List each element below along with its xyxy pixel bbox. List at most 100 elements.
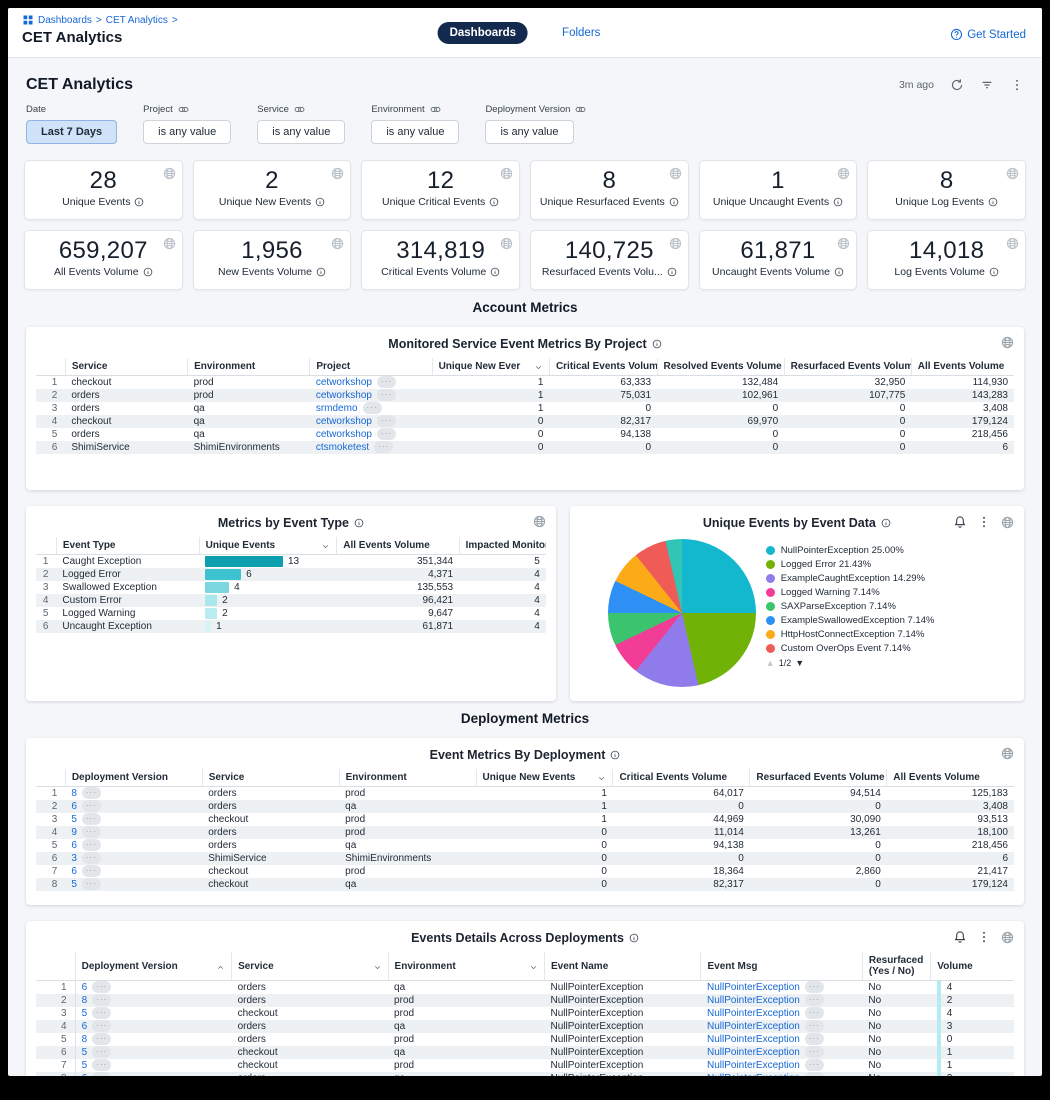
column-header-volume[interactable]: Volume xyxy=(931,952,1014,981)
column-header-resurfaced[interactable]: Resurfaced(Yes / No) xyxy=(862,952,930,981)
table-row[interactable]: 18···ordersprod164,01794,514125,183 xyxy=(36,787,1014,801)
cell-link[interactable]: NullPointerException xyxy=(707,1073,800,1076)
tab-dashboards[interactable]: Dashboards xyxy=(438,22,528,44)
info-icon[interactable] xyxy=(629,933,639,943)
sort-desc-icon[interactable] xyxy=(597,774,606,783)
ellipsis-pill-icon[interactable]: ··· xyxy=(92,1059,111,1071)
ellipsis-pill-icon[interactable]: ··· xyxy=(82,813,101,825)
filter-value-button[interactable]: Last 7 Days xyxy=(26,120,117,144)
cell-link[interactable]: 6 xyxy=(71,840,77,851)
column-header-critical-events-volume[interactable]: Critical Events Volume xyxy=(549,358,657,376)
sort-asc-icon[interactable] xyxy=(216,963,225,972)
cell-link[interactable]: 5 xyxy=(71,814,77,825)
table-row[interactable]: 1Caught Exception13351,3445 xyxy=(36,555,546,569)
column-header-unique-new-events[interactable]: Unique New Events xyxy=(476,769,613,787)
table-row[interactable]: 26···ordersqa1003,408 xyxy=(36,800,1014,813)
cell-link[interactable]: 6 xyxy=(82,1073,88,1076)
filter-icon[interactable] xyxy=(980,78,994,92)
kebab-menu-icon[interactable] xyxy=(977,515,991,529)
ellipsis-pill-icon[interactable]: ··· xyxy=(805,981,824,993)
ellipsis-pill-icon[interactable]: ··· xyxy=(363,402,382,414)
tab-folders[interactable]: Folders xyxy=(550,22,612,44)
column-header-service[interactable]: Service xyxy=(202,769,339,787)
cell-link[interactable]: NullPointerException xyxy=(707,995,800,1006)
ellipsis-pill-icon[interactable]: ··· xyxy=(805,1072,824,1076)
cell-link[interactable]: 5 xyxy=(82,1008,88,1019)
column-header-resurfaced-events-volume[interactable]: Resurfaced Events Volume xyxy=(784,358,911,376)
cell-link[interactable]: 8 xyxy=(82,995,88,1006)
ellipsis-pill-icon[interactable]: ··· xyxy=(82,878,101,890)
table-row[interactable]: 49···ordersprod011,01413,26118,100 xyxy=(36,826,1014,839)
ellipsis-pill-icon[interactable]: ··· xyxy=(805,994,824,1006)
column-header-all-events-volume[interactable]: All Events Volume xyxy=(911,358,1014,376)
legend-item[interactable]: Logged Error 21.43% xyxy=(766,559,1014,571)
cell-link[interactable]: 6 xyxy=(71,866,77,877)
kebab-menu-icon[interactable] xyxy=(977,930,991,944)
filter-value-button[interactable]: is any value xyxy=(257,120,345,144)
column-header-all-events-volume[interactable]: All Events Volume xyxy=(337,537,459,555)
column-header-event-name[interactable]: Event Name xyxy=(545,952,701,981)
table-row[interactable]: 5Logged Warning29,6474 xyxy=(36,607,546,620)
table-row[interactable]: 65···checkoutqaNullPointerExceptionNullP… xyxy=(36,1046,1014,1059)
info-icon[interactable] xyxy=(316,267,326,277)
ellipsis-pill-icon[interactable]: ··· xyxy=(82,787,101,799)
cell-link[interactable]: cetworkshop xyxy=(316,377,372,388)
cell-link[interactable]: ctsmoketest xyxy=(316,442,369,453)
table-row[interactable]: 28···ordersprodNullPointerExceptionNullP… xyxy=(36,994,1014,1007)
table-row[interactable]: 3Swallowed Exception4135,5534 xyxy=(36,581,546,594)
ellipsis-pill-icon[interactable]: ··· xyxy=(92,1033,111,1045)
sort-desc-icon[interactable] xyxy=(321,542,330,551)
cell-link[interactable]: 5 xyxy=(82,1060,88,1071)
legend-item[interactable]: Logged Warning 7.14% xyxy=(766,587,1014,599)
table-row[interactable]: 58···ordersprodNullPointerExceptionNullP… xyxy=(36,1033,1014,1046)
filter-value-button[interactable]: is any value xyxy=(371,120,459,144)
ellipsis-pill-icon[interactable]: ··· xyxy=(377,389,396,401)
cell-link[interactable]: NullPointerException xyxy=(707,1060,800,1071)
info-icon[interactable] xyxy=(652,339,662,349)
column-header-critical-events-volume[interactable]: Critical Events Volume xyxy=(613,769,750,787)
table-row[interactable]: 46···ordersqaNullPointerExceptionNullPoi… xyxy=(36,1020,1014,1033)
table-row[interactable]: 5ordersqacetworkshop···094,13800218,456 xyxy=(36,428,1014,441)
table-row[interactable]: 56···ordersqa094,1380218,456 xyxy=(36,839,1014,852)
cell-link[interactable]: NullPointerException xyxy=(707,982,800,993)
cell-link[interactable]: cetworkshop xyxy=(316,429,372,440)
ellipsis-pill-icon[interactable]: ··· xyxy=(82,800,101,812)
ellipsis-pill-icon[interactable]: ··· xyxy=(92,994,111,1006)
cell-link[interactable]: 5 xyxy=(71,879,77,890)
table-row[interactable]: 2ordersprodcetworkshop···175,031102,9611… xyxy=(36,389,1014,402)
info-icon[interactable] xyxy=(667,267,677,277)
info-icon[interactable] xyxy=(610,750,620,760)
column-header-event-msg[interactable]: Event Msg xyxy=(701,952,862,981)
table-row[interactable]: 16···ordersqaNullPointerExceptionNullPoi… xyxy=(36,981,1014,995)
table-row[interactable]: 4checkoutqacetworkshop···082,31769,97001… xyxy=(36,415,1014,428)
ellipsis-pill-icon[interactable]: ··· xyxy=(805,1020,824,1032)
ellipsis-pill-icon[interactable]: ··· xyxy=(82,826,101,838)
column-header-deployment-version[interactable]: Deployment Version xyxy=(75,952,231,981)
ellipsis-pill-icon[interactable]: ··· xyxy=(805,1059,824,1071)
table-row[interactable]: 6Uncaught Exception161,8714 xyxy=(36,620,546,633)
cell-link[interactable]: 9 xyxy=(71,827,77,838)
ellipsis-pill-icon[interactable]: ··· xyxy=(805,1046,824,1058)
table-row[interactable]: 76···checkoutprod018,3642,86021,417 xyxy=(36,865,1014,878)
cell-link[interactable]: 6 xyxy=(82,1021,88,1032)
info-icon[interactable] xyxy=(833,197,843,207)
breadcrumb-cet-analytics[interactable]: CET Analytics xyxy=(106,15,168,26)
column-header-deployment-version[interactable]: Deployment Version xyxy=(65,769,202,787)
info-icon[interactable] xyxy=(315,197,325,207)
column-header-resolved-events-volume[interactable]: Resolved Events Volume xyxy=(657,358,784,376)
get-started-link[interactable]: Get Started xyxy=(950,28,1026,41)
column-header-service[interactable]: Service xyxy=(65,358,187,376)
column-header-environment[interactable]: Environment xyxy=(188,358,310,376)
info-icon[interactable] xyxy=(354,518,364,528)
bell-icon[interactable] xyxy=(953,930,967,944)
column-header-service[interactable]: Service xyxy=(232,952,388,981)
ellipsis-pill-icon[interactable]: ··· xyxy=(805,1033,824,1045)
column-header-project[interactable]: Project xyxy=(310,358,432,376)
ellipsis-pill-icon[interactable]: ··· xyxy=(82,839,101,851)
column-header-all-events-volume[interactable]: All Events Volume xyxy=(887,769,1014,787)
column-header-environment[interactable]: Environment xyxy=(339,769,476,787)
table-row[interactable]: 1checkoutprodcetworkshop···163,333132,48… xyxy=(36,376,1014,390)
cell-link[interactable]: cetworkshop xyxy=(316,416,372,427)
cell-link[interactable]: NullPointerException xyxy=(707,1021,800,1032)
table-row[interactable]: 3ordersqasrmdemo···10003,408 xyxy=(36,402,1014,415)
